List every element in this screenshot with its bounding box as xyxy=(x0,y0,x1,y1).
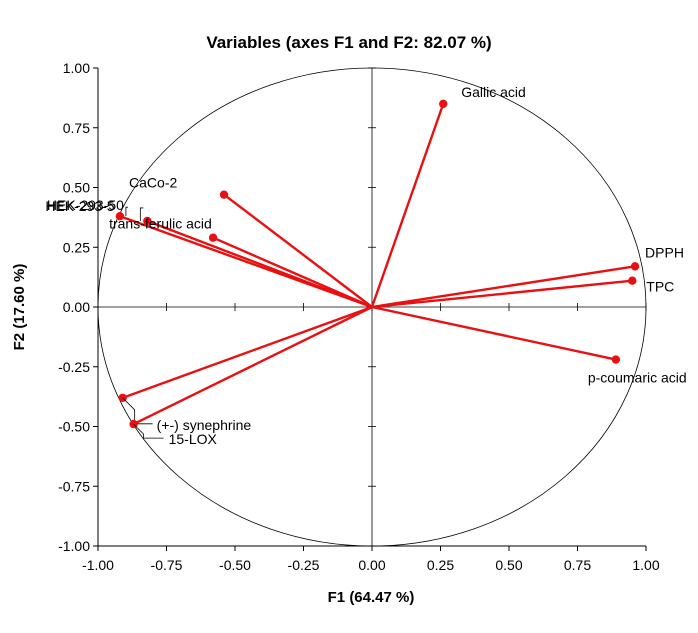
y-tick-label: -0.75 xyxy=(58,478,90,494)
y-tick-label: -0.25 xyxy=(58,359,90,375)
x-axis-title: F1 (64.47 %) xyxy=(328,589,415,606)
y-tick-label: 1.00 xyxy=(63,60,90,76)
y-tick-label: 0.50 xyxy=(63,180,90,196)
x-tick-label: -0.50 xyxy=(219,557,251,573)
variable-label: HEK-293-5 xyxy=(45,198,114,214)
variable-label: TPC xyxy=(646,279,674,295)
y-tick-label: 0.00 xyxy=(63,299,90,315)
variable-label: HEK-293-50 xyxy=(47,197,124,213)
label-leader-line xyxy=(122,397,153,425)
x-tick-label: -0.75 xyxy=(151,557,183,573)
loading-vector xyxy=(370,103,445,308)
label-leader-line xyxy=(125,206,128,217)
x-tick-label: 0.50 xyxy=(495,557,522,573)
chart-title: Variables (axes F1 and F2: 82.07 %) xyxy=(206,33,491,52)
loading-vector xyxy=(223,193,373,308)
x-tick-label: 0.75 xyxy=(564,557,591,573)
variable-label: trans-ferulic acid xyxy=(109,216,212,232)
y-tick-label: -1.00 xyxy=(58,538,90,554)
y-tick-label: 0.25 xyxy=(63,239,90,255)
x-tick-label: 1.00 xyxy=(632,557,659,573)
variable-point xyxy=(628,276,637,285)
x-tick-label: -1.00 xyxy=(82,557,114,573)
y-axis-title: F2 (17.60 %) xyxy=(11,264,28,351)
variable-point xyxy=(143,216,152,226)
label-leader-line xyxy=(139,207,144,221)
loading-vector xyxy=(119,215,373,309)
label-leader-line xyxy=(133,423,164,439)
variable-point xyxy=(219,190,229,199)
variable-label: Gallic acid xyxy=(461,84,526,100)
loading-vector xyxy=(371,265,636,309)
x-tick-label: 0.25 xyxy=(427,557,454,573)
variable-point xyxy=(439,99,448,109)
loading-vector xyxy=(371,279,633,309)
variable-point xyxy=(208,233,218,242)
variable-point xyxy=(630,262,640,271)
variable-label: DPPH xyxy=(645,244,684,260)
variable-label: 15-LOX xyxy=(169,431,218,447)
x-tick-label: 0.00 xyxy=(358,557,385,573)
y-tick-label: -0.50 xyxy=(58,419,90,435)
loading-vector xyxy=(212,236,373,309)
loading-vector xyxy=(371,305,617,361)
loading-vector xyxy=(122,305,373,399)
variable-label: (+-) synephrine xyxy=(157,417,252,433)
variable-point xyxy=(611,355,621,364)
plot-area: -1.00 -0.75 -0.50 -0.25 0.00 0.25 0.50 0.75 1.00… xyxy=(45,60,686,573)
y-tick-label: 0.75 xyxy=(63,120,90,136)
variable-label: CaCo-2 xyxy=(129,175,177,191)
loading-vector xyxy=(133,305,373,426)
variable-point xyxy=(115,211,125,221)
variable-label: p-coumaric acid xyxy=(588,370,687,386)
x-tick-label: -0.25 xyxy=(288,557,320,573)
